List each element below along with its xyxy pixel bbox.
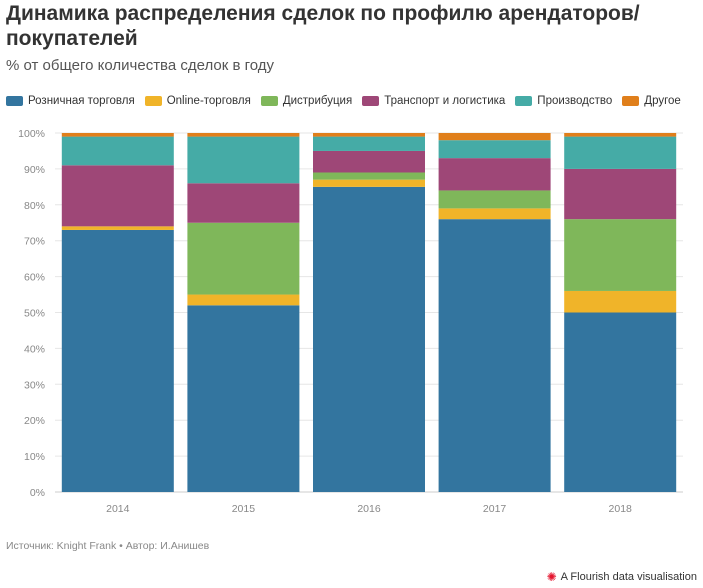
legend-swatch <box>362 96 380 106</box>
legend-item[interactable]: Другое <box>622 95 681 107</box>
legend-label: Производство <box>537 95 613 107</box>
y-tick-label: 20% <box>24 415 45 427</box>
bar-segment <box>438 190 551 209</box>
bar-segment <box>61 226 174 230</box>
y-tick-label: 90% <box>24 164 45 176</box>
y-tick-label: 70% <box>24 236 45 248</box>
x-tick-label: 2017 <box>483 503 507 515</box>
y-tick-label: 80% <box>24 200 45 212</box>
source-note: Источник: Knight Frank • Автор: И.Анишев <box>6 540 210 552</box>
bar-segment <box>187 305 300 492</box>
y-tick-label: 30% <box>24 379 45 391</box>
chart-subtitle: % от общего количества сделок в году <box>6 57 275 74</box>
legend-swatch <box>144 96 162 106</box>
x-tick-label: 2018 <box>609 503 633 515</box>
bar-segment <box>564 290 677 313</box>
flourish-credit-label: A Flourish data visualisation <box>560 571 697 583</box>
bar-segment <box>564 312 677 492</box>
x-tick-label: 2015 <box>232 503 256 515</box>
bar-segment <box>61 229 174 492</box>
bar-segment <box>61 165 174 227</box>
legend-swatch <box>515 96 533 106</box>
legend-label: Розничная торговля <box>28 95 135 107</box>
legend-item[interactable]: Производство <box>515 95 612 107</box>
y-tick-label: 10% <box>24 451 45 463</box>
legend-item[interactable]: Транспорт и логистика <box>362 95 505 107</box>
bar-segment <box>187 133 300 137</box>
bar-segment <box>187 294 300 306</box>
bar-segment <box>438 140 551 159</box>
bar-segment <box>438 219 551 492</box>
bar-segment <box>187 222 300 295</box>
legend-swatch <box>6 96 23 106</box>
y-tick-label: 50% <box>24 308 45 320</box>
legend-label: Дистрибуция <box>282 95 353 107</box>
flourish-credit[interactable]: ✺ A Flourish data visualisation <box>547 570 697 584</box>
bar-segment <box>313 150 425 173</box>
legend-label: Online-торговля <box>166 95 251 107</box>
legend-item[interactable]: Розничная торговля <box>6 95 135 107</box>
bar-segment <box>438 208 551 220</box>
legend-swatch <box>260 96 278 106</box>
bar-segment <box>187 183 300 223</box>
chart-title: Динамика распределения сделок по профилю… <box>6 2 640 50</box>
legend-item[interactable]: Дистрибуция <box>260 95 353 107</box>
flourish-logo-icon: ✺ <box>546 570 557 584</box>
y-tick-label: 60% <box>24 272 45 284</box>
bar-segment <box>61 133 174 137</box>
legend-label: Транспорт и логистика <box>384 95 506 107</box>
legend-item[interactable]: Online-торговля <box>144 95 251 107</box>
y-tick-label: 0% <box>30 487 45 499</box>
bar-segment <box>61 136 174 166</box>
bar-segment <box>313 136 425 151</box>
bar-segment <box>313 179 425 187</box>
bar-segment <box>313 186 425 492</box>
x-tick-label: 2016 <box>357 503 381 515</box>
bar-segment <box>564 133 677 137</box>
bar-segment <box>313 133 425 137</box>
y-tick-label: 40% <box>24 343 45 355</box>
legend-label: Другое <box>644 95 681 107</box>
bar-segment <box>438 133 551 141</box>
legend-swatch <box>622 96 640 106</box>
bar-segment <box>187 136 300 184</box>
bar-segment <box>564 168 677 220</box>
bar-segment <box>564 219 677 291</box>
x-tick-label: 2014 <box>106 503 130 515</box>
bar-segment <box>313 172 425 180</box>
bar-segment <box>438 158 551 191</box>
legend: Розничная торговля Online-торговля Дистриб… <box>6 95 701 107</box>
stacked-bar-chart: 0% 10% 20% 30% 40% 50% 60% 70% 80% 90% 100% 2014 201… <box>18 128 683 515</box>
bar-segment <box>564 136 677 169</box>
y-tick-label: 100% <box>18 128 45 140</box>
